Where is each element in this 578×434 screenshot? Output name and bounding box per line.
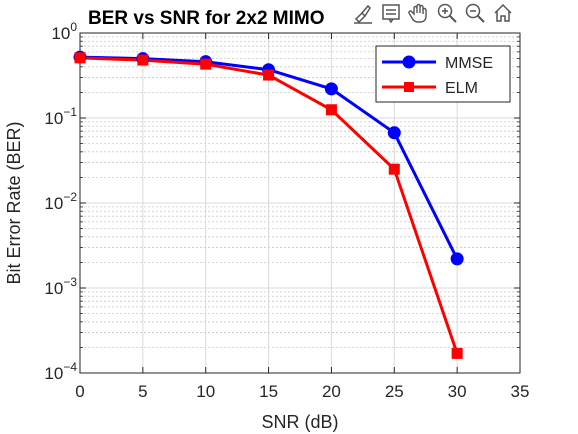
zoom-out-icon bbox=[465, 3, 485, 23]
x-tick-label: 0 bbox=[75, 382, 84, 401]
x-tick-label: 15 bbox=[259, 382, 278, 401]
chart-title: BER vs SNR for 2x2 MIMO bbox=[88, 8, 325, 29]
axes-toolbar bbox=[350, 0, 516, 26]
y-tick-label: 10−4 bbox=[44, 360, 77, 383]
datatip-button[interactable] bbox=[378, 0, 404, 26]
y-tick-label: 10−3 bbox=[44, 275, 77, 298]
data-point-elm bbox=[263, 69, 275, 81]
zoom-out-button[interactable] bbox=[462, 0, 488, 26]
x-tick-label: 30 bbox=[448, 382, 467, 401]
data-point-elm bbox=[451, 347, 463, 359]
series-layer bbox=[73, 50, 464, 359]
y-tick-label: 10−2 bbox=[44, 190, 77, 213]
x-tick-label: 5 bbox=[138, 382, 147, 401]
x-tick-label: 25 bbox=[385, 382, 404, 401]
zoom-in-button[interactable] bbox=[434, 0, 460, 26]
x-tick-label: 10 bbox=[196, 382, 215, 401]
brush-icon bbox=[354, 4, 372, 24]
legend-box bbox=[375, 45, 511, 103]
legend-marker-mmse bbox=[402, 55, 416, 69]
data-point-elm bbox=[200, 58, 212, 70]
x-axis-label: SNR (dB) bbox=[261, 412, 338, 432]
pan-button[interactable] bbox=[406, 0, 432, 26]
y-tick-label: 10−1 bbox=[44, 105, 77, 128]
data-point-elm bbox=[388, 163, 400, 175]
y-tick-label: 100 bbox=[51, 20, 77, 43]
brush-button[interactable] bbox=[350, 0, 376, 26]
home-button[interactable] bbox=[490, 0, 516, 26]
home-icon bbox=[494, 3, 512, 22]
y-axis-ticks: 10−4 10−3 10−2 10−1 100 bbox=[44, 20, 520, 383]
y-axis-label: Bit Error Rate (BER) bbox=[4, 121, 24, 284]
data-point-mmse bbox=[450, 252, 464, 266]
x-axis-ticks: 0 5 10 15 20 25 30 35 bbox=[75, 33, 529, 401]
zoom-in-icon bbox=[437, 3, 457, 23]
data-point-mmse bbox=[324, 82, 338, 96]
data-point-elm bbox=[74, 52, 86, 64]
data-point-elm bbox=[137, 54, 149, 66]
legend: MMSE ELM bbox=[375, 45, 511, 103]
minor-grid bbox=[80, 36, 520, 348]
x-tick-label: 35 bbox=[511, 382, 530, 401]
pan-icon bbox=[408, 3, 427, 23]
legend-marker-elm bbox=[404, 82, 414, 92]
legend-label-mmse: MMSE bbox=[445, 55, 493, 72]
legend-label-elm: ELM bbox=[445, 80, 478, 97]
data-point-mmse bbox=[387, 126, 401, 140]
data-point-elm bbox=[325, 104, 337, 116]
datatip-icon bbox=[382, 4, 400, 24]
x-tick-label: 20 bbox=[322, 382, 341, 401]
